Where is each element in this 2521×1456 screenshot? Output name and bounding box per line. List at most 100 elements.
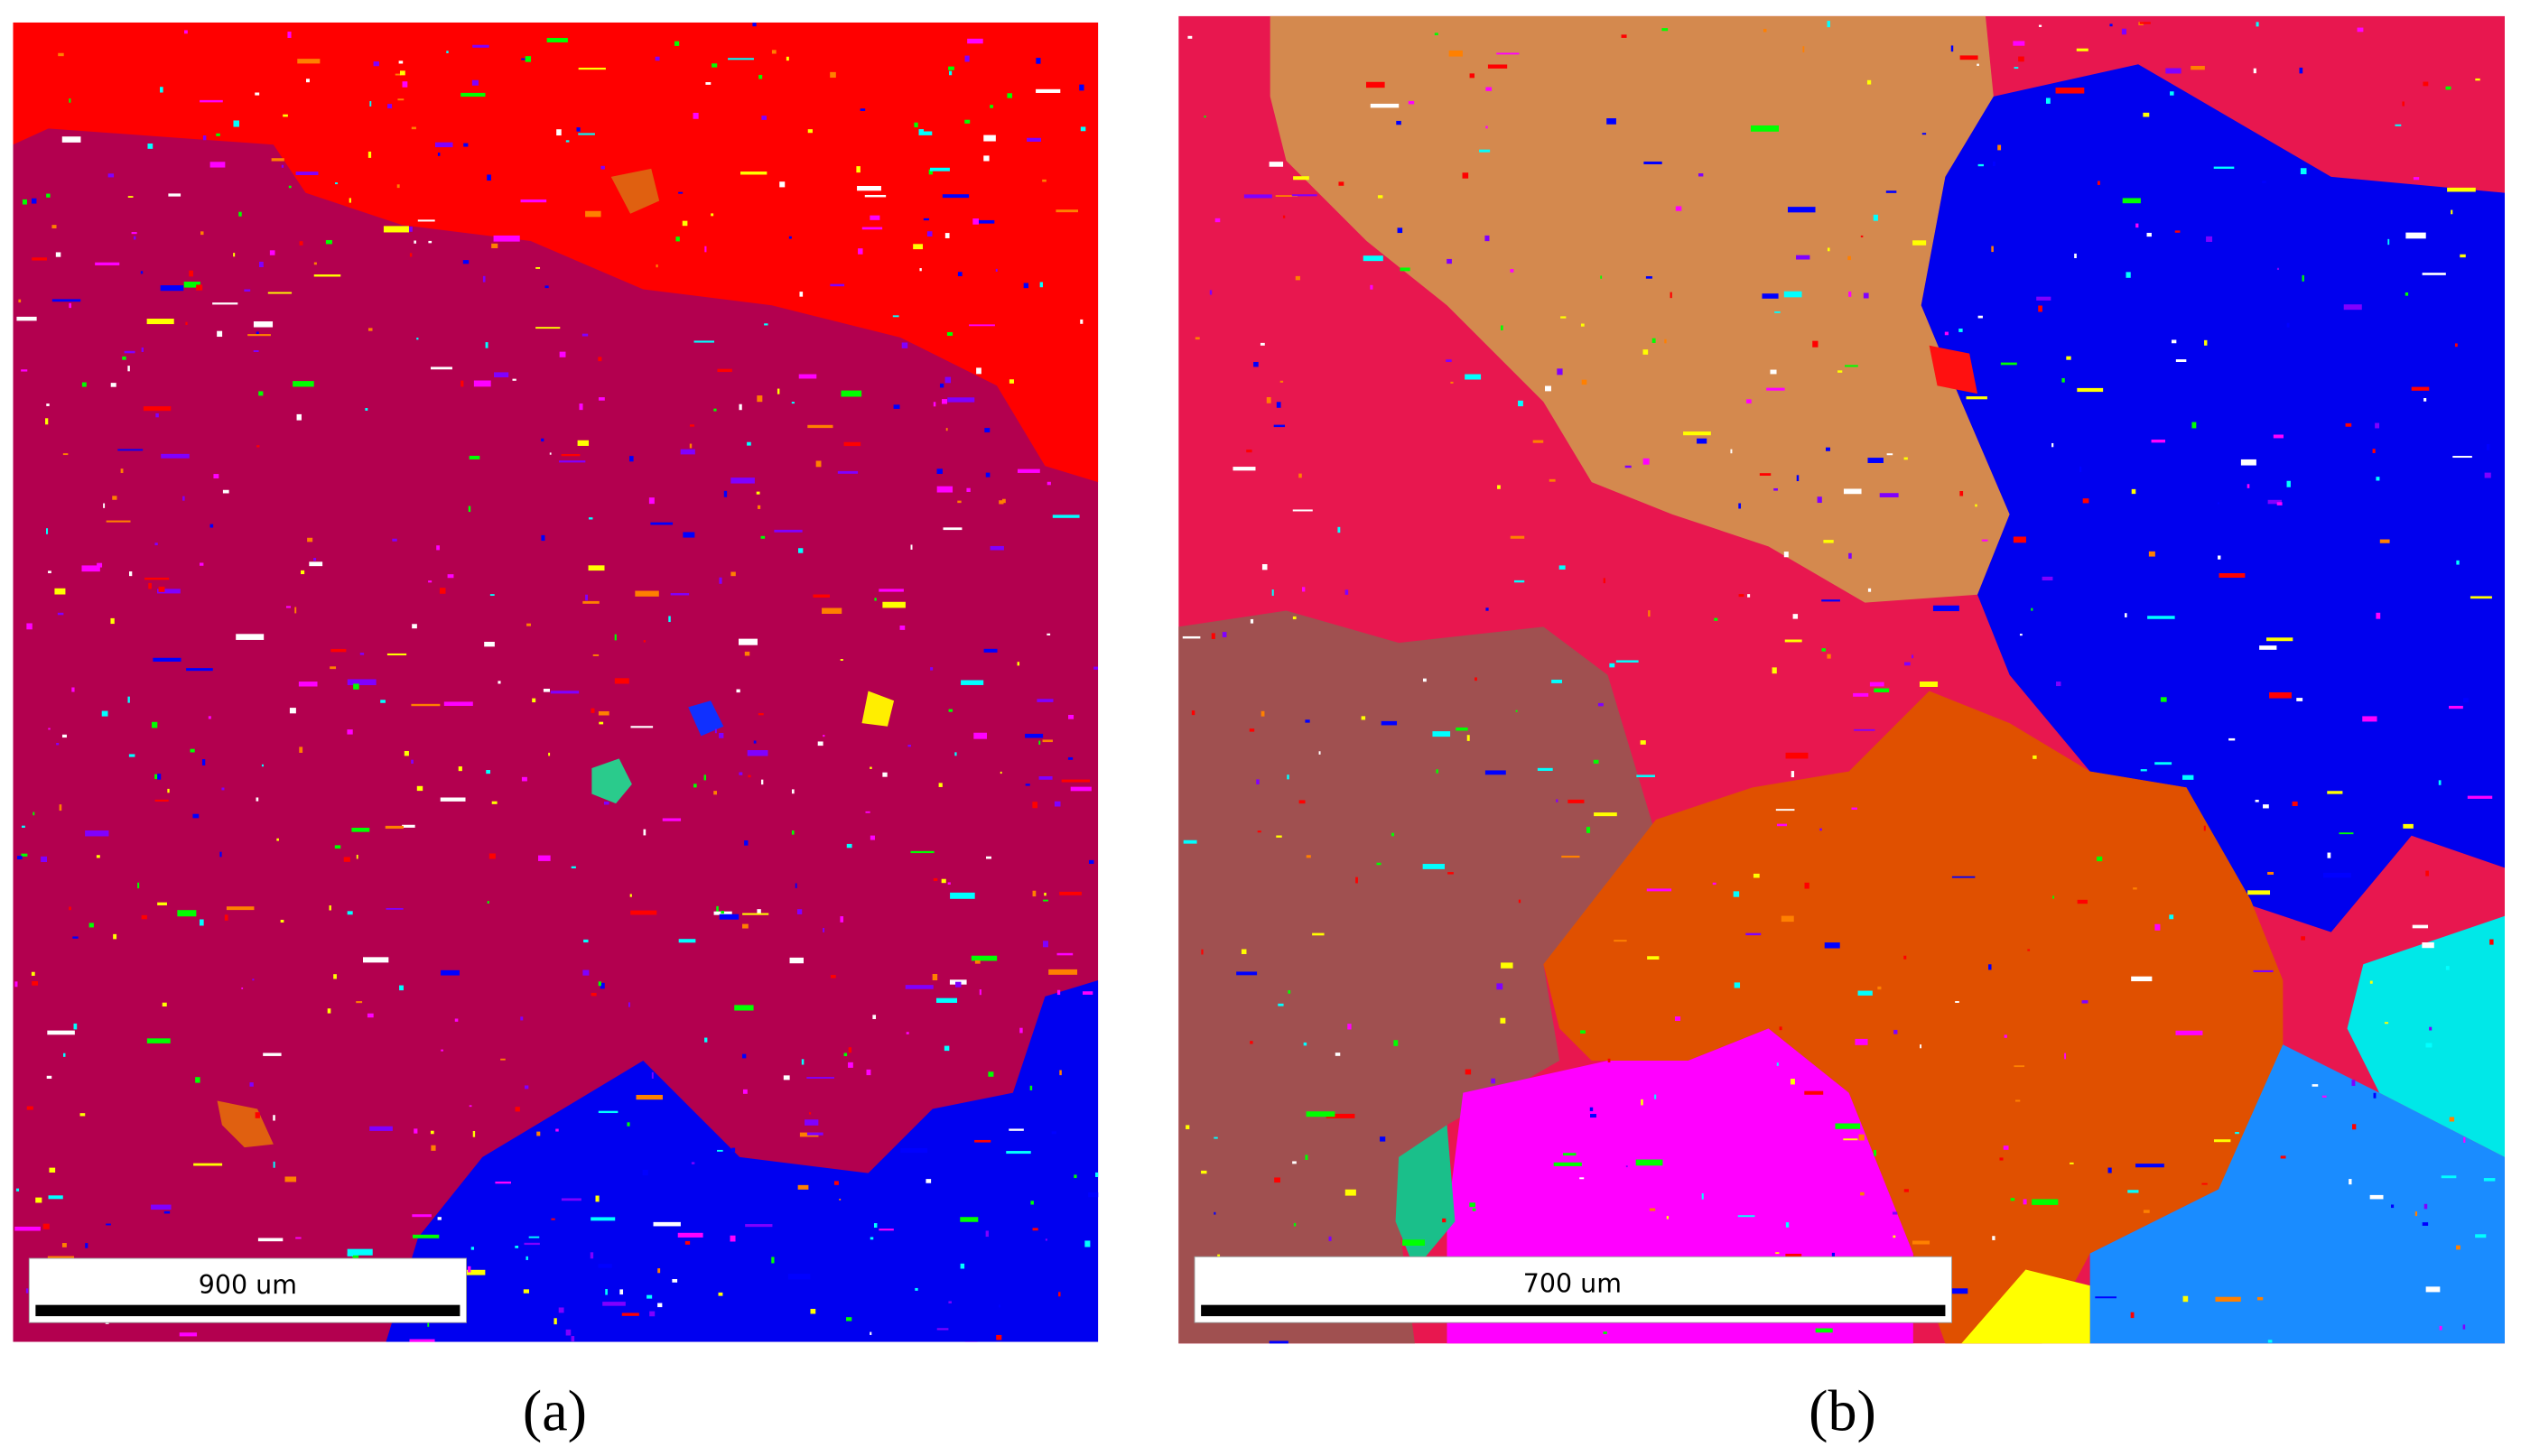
speck bbox=[1047, 633, 1051, 635]
speck bbox=[1042, 739, 1053, 743]
speck bbox=[402, 81, 408, 88]
speck bbox=[469, 1105, 472, 1108]
speck bbox=[1274, 1177, 1280, 1183]
speck bbox=[122, 356, 126, 360]
speck bbox=[1182, 635, 1201, 639]
speck bbox=[823, 735, 825, 737]
speck bbox=[599, 721, 604, 725]
speck bbox=[899, 625, 906, 630]
speck bbox=[2262, 181, 2266, 183]
speck bbox=[257, 1238, 284, 1242]
speck bbox=[1932, 605, 1959, 612]
ebsd-map-a bbox=[13, 22, 1099, 1342]
speck bbox=[985, 1230, 989, 1238]
speck bbox=[874, 598, 877, 601]
speck bbox=[1070, 786, 1092, 792]
speck bbox=[933, 402, 936, 407]
speck bbox=[440, 797, 466, 802]
speck bbox=[1257, 830, 1261, 833]
speck bbox=[97, 562, 103, 568]
speck bbox=[45, 418, 49, 425]
speck bbox=[1042, 179, 1047, 182]
speck bbox=[1510, 535, 1525, 539]
speck bbox=[334, 182, 339, 185]
speck bbox=[990, 105, 993, 108]
speck bbox=[343, 857, 350, 862]
speck bbox=[1029, 1085, 1033, 1090]
speck bbox=[1381, 720, 1398, 726]
speck bbox=[2327, 852, 2331, 858]
speck bbox=[1664, 338, 1667, 344]
speck bbox=[221, 787, 225, 791]
speck bbox=[411, 759, 414, 765]
speck bbox=[627, 1122, 630, 1127]
speck bbox=[990, 545, 1004, 551]
speck bbox=[500, 1058, 506, 1061]
speck bbox=[288, 185, 292, 189]
speck bbox=[915, 1287, 918, 1291]
speck bbox=[744, 651, 750, 656]
speck bbox=[1436, 769, 1438, 774]
speck bbox=[1977, 163, 1984, 167]
speck bbox=[469, 455, 480, 459]
speck bbox=[583, 939, 589, 943]
speck bbox=[1959, 491, 1964, 496]
speck bbox=[714, 728, 717, 734]
speck bbox=[541, 534, 545, 542]
speck bbox=[1038, 740, 1041, 745]
speck bbox=[2390, 1204, 2395, 1209]
speck bbox=[649, 1311, 656, 1317]
speck bbox=[301, 570, 305, 575]
speck bbox=[2127, 1190, 2139, 1193]
speck bbox=[255, 92, 260, 96]
speck bbox=[184, 30, 188, 34]
speck bbox=[1432, 731, 1451, 737]
speck bbox=[1044, 892, 1047, 896]
speck bbox=[1762, 293, 1779, 299]
speck bbox=[882, 772, 888, 777]
speck bbox=[133, 236, 136, 240]
speck bbox=[219, 851, 222, 858]
speck bbox=[2109, 23, 2113, 27]
speck bbox=[1391, 832, 1395, 837]
speck bbox=[1783, 552, 1789, 558]
speck bbox=[591, 1217, 616, 1221]
speck bbox=[905, 985, 934, 989]
speck bbox=[351, 828, 370, 832]
speck bbox=[2033, 755, 2037, 759]
speck bbox=[787, 1274, 811, 1280]
speck bbox=[860, 108, 866, 111]
speck bbox=[2387, 238, 2390, 246]
speck bbox=[742, 1089, 748, 1094]
speck bbox=[747, 441, 751, 446]
speck bbox=[2423, 1203, 2428, 1210]
speck bbox=[2267, 499, 2283, 505]
speck bbox=[2038, 305, 2042, 312]
speck bbox=[1776, 1062, 1779, 1066]
speck bbox=[943, 527, 963, 531]
speck bbox=[1977, 63, 1979, 67]
speck bbox=[515, 1246, 519, 1248]
speck bbox=[682, 220, 688, 227]
speck bbox=[85, 1243, 88, 1248]
speck bbox=[942, 194, 970, 199]
speck bbox=[183, 281, 200, 288]
speck bbox=[1447, 872, 1454, 875]
speck bbox=[1615, 660, 1639, 663]
speck bbox=[2175, 1030, 2203, 1035]
speck bbox=[161, 453, 190, 459]
speck bbox=[408, 227, 413, 232]
speck bbox=[1088, 859, 1094, 864]
speck bbox=[1337, 526, 1341, 533]
speck bbox=[1804, 882, 1809, 889]
speck bbox=[1785, 1222, 1790, 1228]
speck bbox=[21, 853, 28, 857]
speck bbox=[1243, 194, 1272, 199]
speck bbox=[930, 667, 934, 671]
speck bbox=[738, 638, 758, 645]
speck bbox=[1779, 1026, 1782, 1031]
speck bbox=[1737, 1215, 1755, 1218]
speck bbox=[1347, 1024, 1352, 1030]
speck bbox=[255, 1112, 260, 1118]
speck bbox=[745, 1224, 773, 1228]
